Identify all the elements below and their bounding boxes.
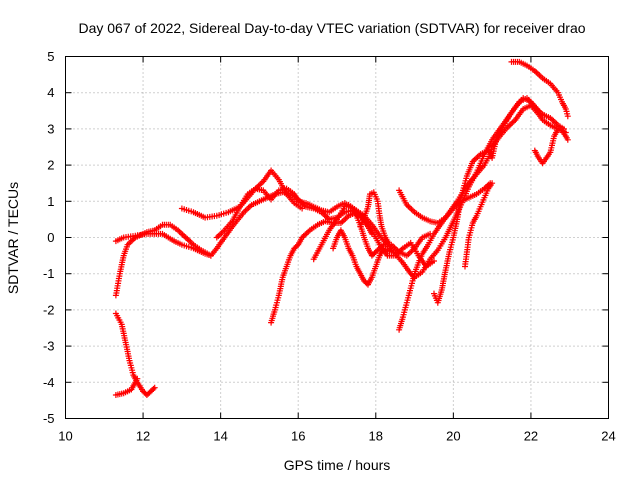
- y-tick-label: -4: [43, 375, 55, 390]
- data-point: [431, 258, 437, 264]
- x-tick-label: 16: [291, 429, 305, 444]
- y-tick-label: 0: [47, 230, 54, 245]
- series-track-12: [396, 180, 494, 226]
- series-track-14: [462, 180, 496, 270]
- chart-title: Day 067 of 2022, Sidereal Day-to-day VTE…: [78, 20, 585, 36]
- y-tick-label: 2: [47, 158, 54, 173]
- series-trace: [270, 211, 435, 324]
- data-point: [388, 249, 395, 255]
- y-tick-label: 5: [47, 49, 54, 64]
- y-tick-label: -1: [43, 266, 55, 281]
- y-tick-label: -3: [43, 339, 55, 354]
- data-point: [386, 241, 393, 248]
- data-series: [112, 58, 571, 398]
- series-track-10: [357, 189, 393, 248]
- series-track-7: [268, 209, 437, 326]
- data-point: [299, 205, 306, 212]
- series-track-1: [112, 310, 158, 398]
- plot-frame: [65, 56, 609, 419]
- series-track-4: [112, 221, 214, 299]
- data-point: [489, 180, 496, 187]
- x-tick-label: 10: [58, 429, 72, 444]
- y-tick-label: 1: [47, 194, 54, 209]
- data-point: [150, 385, 157, 392]
- x-tick-label: 24: [601, 429, 615, 444]
- x-tick-label: 12: [136, 429, 150, 444]
- series-track-15: [508, 58, 571, 120]
- x-tick-label: 18: [369, 429, 383, 444]
- x-tick-label: 14: [213, 429, 227, 444]
- series-track-13: [431, 95, 567, 306]
- y-axis-title: SDTVAR / TECUs: [5, 182, 21, 294]
- y-tick-label: 3: [47, 121, 54, 136]
- y-tick-label: -2: [43, 302, 55, 317]
- y-tick-labels: -5 -4 -3 -2 -1 0 1 2 3 4 5: [43, 49, 55, 426]
- data-point: [207, 252, 214, 259]
- y-tick-label: 4: [47, 85, 54, 100]
- data-point: [134, 375, 141, 382]
- data-point: [151, 384, 158, 391]
- x-tick-label: 22: [524, 429, 538, 444]
- data-point: [564, 136, 571, 143]
- series-track-16: [531, 125, 571, 167]
- x-axis-title: GPS time / hours: [284, 457, 391, 473]
- grid: [65, 56, 609, 419]
- series-track-9: [330, 227, 395, 288]
- x-tick-label: 20: [446, 429, 460, 444]
- x-tick-labels: 10 12 14 16 18 20 22 24: [58, 429, 615, 444]
- y-tick-label: -5: [43, 411, 55, 426]
- data-point: [564, 113, 571, 120]
- series-trace: [510, 61, 569, 117]
- data-point: [371, 250, 378, 257]
- series-track-2: [112, 375, 141, 398]
